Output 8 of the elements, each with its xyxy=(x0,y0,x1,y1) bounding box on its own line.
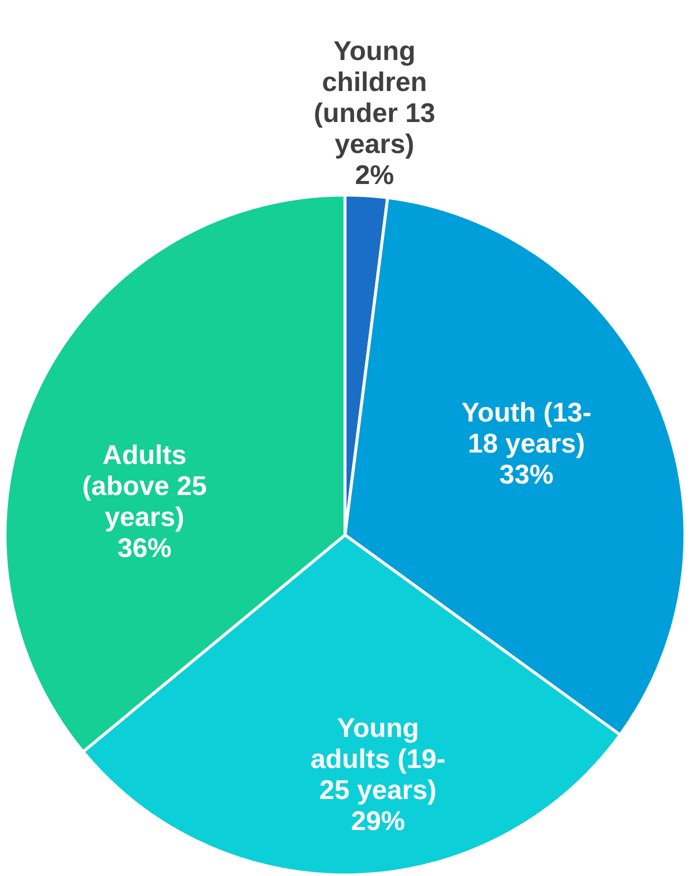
slice-label: Young children (under 13 years) xyxy=(314,36,436,159)
data-label: 29% xyxy=(350,806,405,836)
slice-label: Youth (13-18 years) xyxy=(461,398,592,459)
data-label: 33% xyxy=(499,460,554,490)
slice-label: Young adults (19-25 years) xyxy=(310,713,446,806)
data-label: 36% xyxy=(117,532,172,563)
data-label: 2% xyxy=(354,160,394,190)
slice-label: Adults (above 25 years) xyxy=(82,440,207,532)
